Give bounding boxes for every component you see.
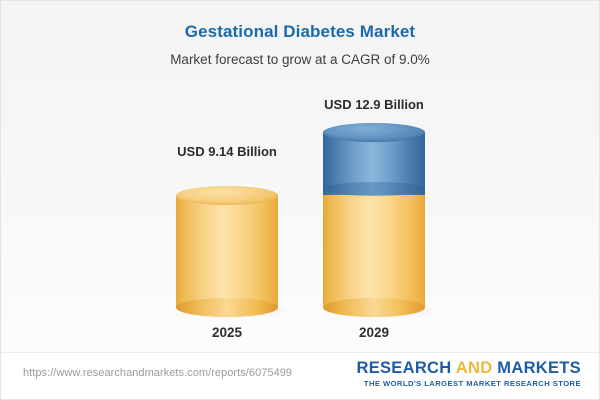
plot-area: USD 9.14 Billion 2025 USD 12.9 Billion: [1, 91, 599, 346]
logo-word-markets: MARKETS: [492, 359, 581, 377]
page-title: Gestational Diabetes Market: [184, 22, 416, 41]
axis-label-2029: 2029: [358, 325, 390, 340]
bar-value-label-2025: USD 9.14 Billion: [177, 144, 277, 159]
bar-bottom-cap: [323, 298, 425, 317]
bar-cylinder-2029[interactable]: [323, 123, 437, 318]
bar-top-cap: [323, 123, 425, 142]
bar-bottom-cap: [176, 298, 278, 317]
report-url[interactable]: https://www.researchandmarkets.com/repor…: [23, 367, 293, 379]
bar-segment-base: [323, 186, 425, 317]
bar-segment-body: [176, 195, 278, 308]
bar-cylinder-2025[interactable]: [176, 186, 290, 318]
bar-segment-growth: [323, 123, 425, 196]
logo-word-and: AND: [455, 359, 493, 377]
logo-tagline: THE WORLD'S LARGEST MARKET RESEARCH STOR…: [363, 379, 581, 388]
bar-group-2029: USD 12.9 Billion 2029: [294, 91, 454, 346]
logo-wordmark: RESEARCH AND MARKETS: [356, 359, 581, 378]
bar-segment-base: [176, 186, 278, 317]
bar-segment-divider: [323, 182, 425, 196]
bar-top-cap: [176, 186, 278, 205]
bar-group-2025: USD 9.14 Billion 2025: [147, 91, 307, 346]
logo-word-research: RESEARCH: [356, 359, 456, 377]
bar-value-label-2029: USD 12.9 Billion: [324, 97, 424, 112]
axis-label-2025: 2025: [211, 325, 243, 340]
brand-logo[interactable]: RESEARCH AND MARKETS THE WORLD'S LARGEST…: [356, 359, 581, 389]
footer: https://www.researchandmarkets.com/repor…: [1, 352, 599, 399]
chart-subtitle: Market forecast to grow at a CAGR of 9.0…: [170, 52, 430, 67]
chart-header: Gestational Diabetes Market Market forec…: [1, 1, 599, 68]
bar-segment-body: [323, 195, 425, 308]
